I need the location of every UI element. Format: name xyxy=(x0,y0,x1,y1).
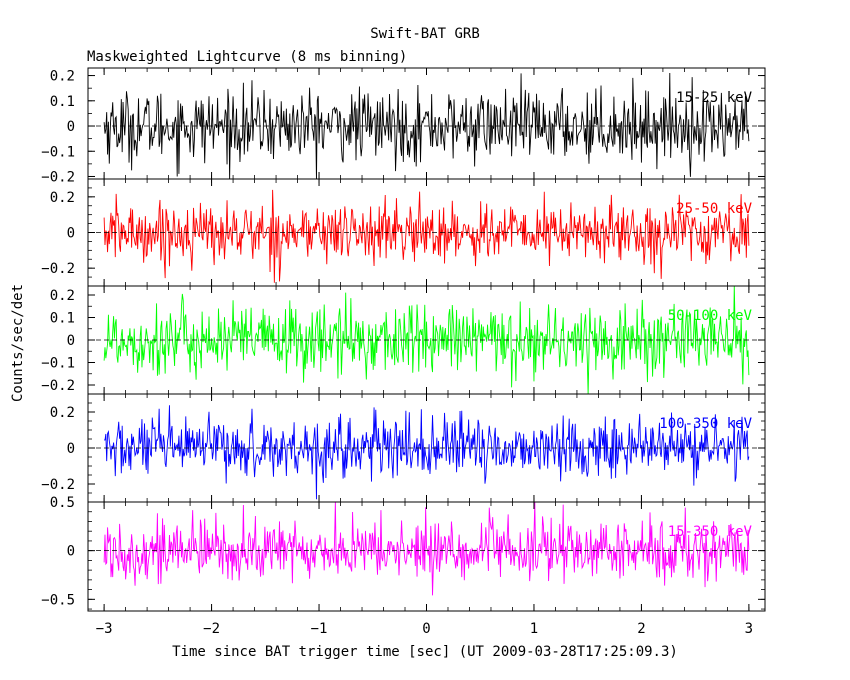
y-tick-label: 0.1 xyxy=(50,94,75,110)
series-line-2 xyxy=(103,189,750,283)
x-axis-label: Time since BAT trigger time [sec] (UT 20… xyxy=(172,644,678,660)
y-tick-label: −0.2 xyxy=(41,477,75,493)
y-tick-label: 0 xyxy=(67,119,75,135)
y-tick-label: 0 xyxy=(67,441,75,457)
panel-5: −0.5 0 0.5 15-350 keV xyxy=(41,495,766,612)
x-tick-label: −2 xyxy=(203,621,220,637)
y-tick-label: 0.2 xyxy=(50,69,75,85)
y-axis-label: Counts/sec/det xyxy=(10,284,26,402)
panel-1: −0.2 −0.1 0 0.1 0.2 15-25 keV xyxy=(41,67,766,185)
series-label: 15-350 keV xyxy=(668,524,753,540)
y-tick-label: −0.2 xyxy=(41,169,75,185)
y-tick-label: 0.5 xyxy=(50,495,75,511)
y-tick-label: 0.2 xyxy=(50,405,75,421)
series-label: 15-25 keV xyxy=(676,90,752,106)
y-tick-label: 0.1 xyxy=(50,311,75,327)
y-tick-label: 0 xyxy=(67,544,75,560)
panel-2: −0.2 0 0.2 25-50 keV xyxy=(41,178,766,287)
series-label: 100-350 keV xyxy=(659,416,752,432)
y-tick-label: 0 xyxy=(67,333,75,349)
series-line-3 xyxy=(103,286,750,394)
y-tick-label: −0.2 xyxy=(41,378,75,394)
y-tick-label: 0.2 xyxy=(50,288,75,304)
x-tick-label: −3 xyxy=(96,621,113,637)
chart-title: Swift-BAT GRB xyxy=(370,26,480,42)
x-tick-label: 0 xyxy=(422,621,430,637)
series-line-1 xyxy=(103,73,750,179)
x-tick-label: 2 xyxy=(637,621,645,637)
y-tick-label: −0.1 xyxy=(41,144,75,160)
x-tick-label: 3 xyxy=(745,621,753,637)
series-line-5 xyxy=(103,502,750,596)
panels-group: −0.2 −0.1 0 0.1 0.2 15-25 keV −0.2 0 0.2 25-50 ke… xyxy=(41,67,766,637)
chart-subtitle: Maskweighted Lightcurve (8 ms binning) xyxy=(87,49,407,65)
panel-4: −0.2 0 0.2 100-350 keV xyxy=(41,393,766,503)
y-tick-label: −0.2 xyxy=(41,261,75,277)
series-label: 25-50 keV xyxy=(676,201,752,217)
series-label: 50-100 keV xyxy=(668,308,753,324)
x-tick-label: 1 xyxy=(530,621,538,637)
series-line-4 xyxy=(104,405,750,500)
y-tick-label: 0 xyxy=(67,226,75,242)
y-tick-label: −0.5 xyxy=(41,592,75,608)
panel-3: −0.2 −0.1 0 0.1 0.2 50-100 keV xyxy=(41,285,766,395)
y-tick-label: 0.2 xyxy=(50,190,75,206)
y-tick-label: −0.1 xyxy=(41,356,75,372)
x-tick-label: −1 xyxy=(311,621,328,637)
